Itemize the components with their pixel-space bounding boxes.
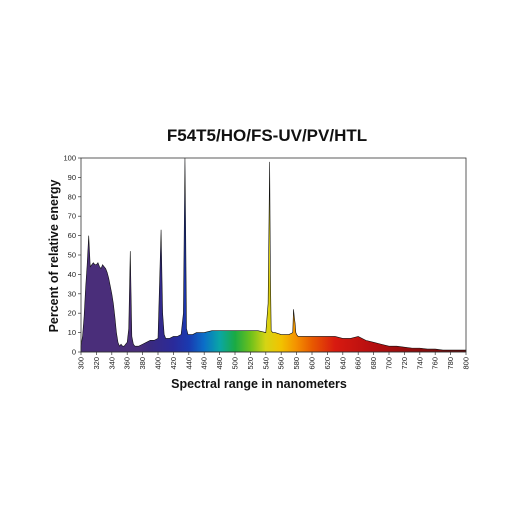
x-tick-label: 700 (385, 357, 394, 370)
x-tick-label: 480 (215, 357, 224, 370)
x-tick-label: 440 (184, 357, 193, 370)
y-tick-label: 60 (68, 231, 76, 240)
x-tick-label: 460 (200, 357, 209, 370)
x-tick-label: 680 (369, 357, 378, 370)
spectrum-area (80, 157, 467, 353)
plot-frame (80, 157, 467, 353)
y-axis-label: Percent of relative energy (47, 180, 61, 333)
x-tick-label: 760 (431, 357, 440, 370)
x-tick-label: 540 (261, 357, 270, 370)
x-tick-label: 660 (354, 357, 363, 370)
x-tick-label: 580 (292, 357, 301, 370)
x-tick-label: 560 (277, 357, 286, 370)
x-tick-label: 320 (92, 357, 101, 370)
x-axis-ticks: 300 320 340 360 380 400 420 440 460 480 500 520 540 5… (77, 352, 471, 370)
y-axis-ticks: 0 10 20 30 40 50 60 70 80 90 100 (63, 154, 81, 357)
plot-area (80, 157, 467, 353)
x-tick-label: 340 (107, 357, 116, 370)
y-tick-label: 40 (68, 270, 76, 279)
y-tick-label: 80 (68, 192, 76, 201)
x-tick-label: 360 (123, 357, 132, 370)
x-tick-label: 500 (231, 357, 240, 370)
y-tick-label: 20 (68, 309, 76, 318)
y-tick-label: 50 (68, 251, 76, 260)
x-tick-label: 420 (169, 357, 178, 370)
y-tick-label: 100 (63, 154, 76, 163)
x-tick-label: 300 (77, 357, 86, 370)
y-tick-label: 10 (68, 328, 76, 337)
x-tick-label: 780 (446, 357, 455, 370)
x-tick-label: 640 (338, 357, 347, 370)
chart-title: F54T5/HO/FS-UV/PV/HTL (167, 126, 367, 145)
y-tick-label: 0 (72, 348, 76, 357)
x-tick-label: 720 (400, 357, 409, 370)
y-tick-label: 30 (68, 289, 76, 298)
x-tick-label: 520 (246, 357, 255, 370)
x-tick-label: 800 (462, 357, 471, 370)
x-tick-label: 620 (323, 357, 332, 370)
x-tick-label: 740 (415, 357, 424, 370)
y-tick-label: 90 (68, 173, 76, 182)
x-tick-label: 400 (154, 357, 163, 370)
y-tick-label: 70 (68, 212, 76, 221)
x-tick-label: 380 (138, 357, 147, 370)
x-axis-label: Spectral range in nanometers (171, 377, 347, 391)
x-tick-label: 600 (308, 357, 317, 370)
